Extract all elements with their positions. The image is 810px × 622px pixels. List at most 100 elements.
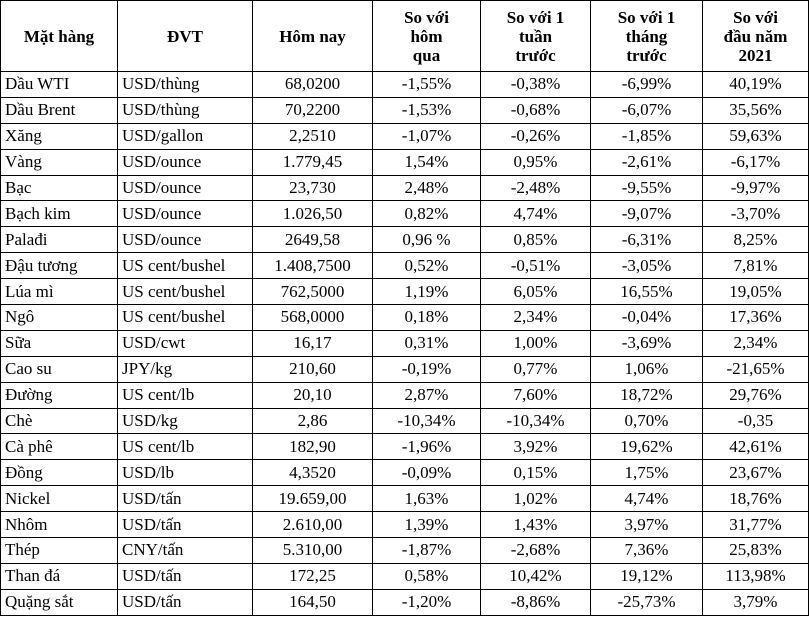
commodity-cell: Đường	[0, 381, 118, 409]
vs-week-cell: -2,68%	[480, 537, 591, 564]
unit-cell: USD/ounce	[117, 174, 253, 202]
today-cell: 23,730	[252, 174, 373, 202]
commodity-cell: Xăng	[0, 122, 118, 150]
table-row: Đậu tương US cent/bushel 1.408,7500 0,52% -0…	[0, 252, 809, 280]
today-cell: 70,2200	[252, 96, 373, 124]
table-row: Bạc USD/ounce 23,730 2,48% -2,48% -9,55% -9,97…	[0, 174, 809, 202]
header-vs-year-start: So với đầu năm 2021	[702, 0, 809, 72]
table-row: Thép CNY/tấn 5.310,00 -1,87% -2,68% 7,36% 25,8…	[0, 537, 809, 564]
table-row: Đường US cent/lb 20,10 2,87% 7,60% 18,72% 29,7…	[0, 381, 809, 409]
today-cell: 1.408,7500	[252, 252, 373, 280]
unit-cell: USD/thùng	[117, 96, 253, 124]
table-row: Dầu WTI USD/thùng 68,0200 -1,55% -0,38% -6,99…	[0, 71, 809, 98]
unit-cell: US cent/bushel	[117, 278, 253, 306]
vs-yesterday-cell: -1,07%	[372, 122, 481, 150]
commodity-cell: Chè	[0, 407, 118, 435]
header-unit: ĐVT	[117, 0, 253, 72]
vs-month-cell: -0,04%	[590, 304, 703, 331]
vs-year-start-cell: 18,76%	[702, 485, 809, 513]
header-row: Mặt hàng ĐVT Hôm nay So với hôm qua So với…	[0, 0, 809, 72]
header-vs-week: So với 1 tuần trước	[480, 0, 591, 72]
vs-month-cell: -2,61%	[590, 148, 703, 176]
vs-month-cell: 16,55%	[590, 278, 703, 306]
vs-yesterday-cell: 1,54%	[372, 148, 481, 176]
vs-month-cell: 19,12%	[590, 562, 703, 590]
vs-month-cell: 1,06%	[590, 355, 703, 383]
vs-year-start-cell: 40,19%	[702, 71, 809, 98]
today-cell: 1.779,45	[252, 148, 373, 176]
unit-cell: USD/tấn	[117, 588, 253, 616]
table-row: Dầu Brent USD/thùng 70,2200 -1,53% -0,68% -6,…	[0, 96, 809, 124]
unit-cell: USD/ounce	[117, 226, 253, 254]
vs-yesterday-cell: -1,55%	[372, 71, 481, 98]
vs-year-start-cell: -6,17%	[702, 148, 809, 176]
unit-cell: JPY/kg	[117, 355, 253, 383]
vs-week-cell: 3,92%	[480, 433, 591, 461]
today-cell: 2.610,00	[252, 511, 373, 539]
unit-cell: USD/thùng	[117, 71, 253, 98]
unit-cell: USD/ounce	[117, 200, 253, 228]
vs-week-cell: 0,15%	[480, 459, 591, 487]
vs-year-start-cell: 3,79%	[702, 588, 809, 616]
unit-cell: USD/gallon	[117, 122, 253, 150]
vs-year-start-cell: 7,81%	[702, 252, 809, 280]
commodity-cell: Vàng	[0, 148, 118, 176]
commodity-cell: Ngô	[0, 304, 118, 331]
commodity-cell: Than đá	[0, 562, 118, 590]
vs-yesterday-cell: 0,52%	[372, 252, 481, 280]
vs-month-cell: -1,85%	[590, 122, 703, 150]
vs-week-cell: 10,42%	[480, 562, 591, 590]
unit-cell: USD/tấn	[117, 485, 253, 513]
vs-year-start-cell: 29,76%	[702, 381, 809, 409]
today-cell: 2,86	[252, 407, 373, 435]
table-row: Lúa mì US cent/bushel 762,5000 1,19% 6,05% 16…	[0, 278, 809, 306]
vs-month-cell: 18,72%	[590, 381, 703, 409]
vs-month-cell: 4,74%	[590, 485, 703, 513]
vs-year-start-cell: 59,63%	[702, 122, 809, 150]
vs-yesterday-cell: 1,19%	[372, 278, 481, 306]
vs-yesterday-cell: 2,87%	[372, 381, 481, 409]
unit-cell: US cent/lb	[117, 433, 253, 461]
vs-month-cell: -6,99%	[590, 71, 703, 98]
today-cell: 210,60	[252, 355, 373, 383]
today-cell: 16,17	[252, 329, 373, 357]
vs-year-start-cell: 113,98%	[702, 562, 809, 590]
vs-year-start-cell: 23,67%	[702, 459, 809, 487]
vs-yesterday-cell: 0,31%	[372, 329, 481, 357]
vs-yesterday-cell: 0,58%	[372, 562, 481, 590]
vs-year-start-cell: -0,35	[702, 407, 809, 435]
today-cell: 19.659,00	[252, 485, 373, 513]
header-vs-yesterday: So với hôm qua	[372, 0, 481, 72]
table-row: Xăng USD/gallon 2,2510 -1,07% -0,26% -1,85% 59…	[0, 122, 809, 150]
today-cell: 5.310,00	[252, 537, 373, 564]
vs-week-cell: 0,77%	[480, 355, 591, 383]
vs-month-cell: 3,97%	[590, 511, 703, 539]
vs-yesterday-cell: -1,53%	[372, 96, 481, 124]
today-cell: 568,0000	[252, 304, 373, 331]
vs-month-cell: -6,07%	[590, 96, 703, 124]
vs-year-start-cell: -9,97%	[702, 174, 809, 202]
unit-cell: USD/kg	[117, 407, 253, 435]
vs-week-cell: -10,34%	[480, 407, 591, 435]
vs-week-cell: -0,51%	[480, 252, 591, 280]
vs-year-start-cell: 31,77%	[702, 511, 809, 539]
vs-yesterday-cell: 1,39%	[372, 511, 481, 539]
table-row: Than đá USD/tấn 172,25 0,58% 10,42% 19,12% 113…	[0, 562, 809, 590]
table-row: Nhôm USD/tấn 2.610,00 1,39% 1,43% 3,97% 31,77%	[0, 511, 809, 539]
commodity-cell: Thép	[0, 537, 118, 564]
vs-week-cell: 0,85%	[480, 226, 591, 254]
commodity-cell: Bạch kim	[0, 200, 118, 228]
vs-week-cell: 0,95%	[480, 148, 591, 176]
today-cell: 4,3520	[252, 459, 373, 487]
vs-yesterday-cell: 0,96 %	[372, 226, 481, 254]
unit-cell: CNY/tấn	[117, 537, 253, 564]
vs-week-cell: -0,68%	[480, 96, 591, 124]
vs-year-start-cell: 19,05%	[702, 278, 809, 306]
vs-week-cell: -2,48%	[480, 174, 591, 202]
vs-week-cell: 7,60%	[480, 381, 591, 409]
commodity-cell: Palađi	[0, 226, 118, 254]
today-cell: 762,5000	[252, 278, 373, 306]
commodity-cell: Cà phê	[0, 433, 118, 461]
table-row: Quặng sắt USD/tấn 164,50 -1,20% -8,86% -25,73…	[0, 588, 809, 616]
table-row: Cao su JPY/kg 210,60 -0,19% 0,77% 1,06% -21,65…	[0, 355, 809, 383]
